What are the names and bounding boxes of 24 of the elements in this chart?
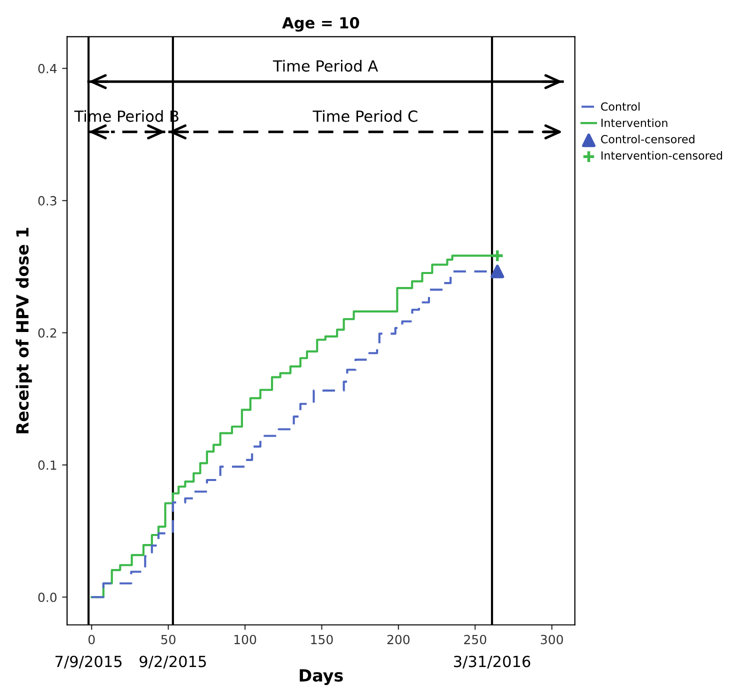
x-tick-label: 250 <box>464 634 486 644</box>
y-tick-label: 0.0 <box>38 592 57 602</box>
legend-label: Control-censored <box>601 134 694 144</box>
y-tick-label: 0.4 <box>38 64 57 74</box>
legend-label: Control <box>601 102 640 111</box>
text: 7/9/2015 <box>55 656 122 668</box>
x-tick-label: 0 <box>88 634 95 644</box>
y-axis-title: Receipt of HPV dose 1 <box>16 228 32 434</box>
x-tick-label: 150 <box>311 634 333 644</box>
legend-label: Intervention <box>602 118 668 128</box>
y-tick-label: 0.2 <box>38 328 56 338</box>
annotation: Time Period C <box>312 110 418 122</box>
x-tick-label: 100 <box>234 634 256 644</box>
text: 3/31/2016 <box>454 656 530 668</box>
y-tick-label: 0.1 <box>38 460 56 470</box>
x-tick-label: 50 <box>161 634 176 644</box>
annotation: Time Period A <box>272 60 378 72</box>
x-axis-title: Days <box>300 669 343 686</box>
x-tick-label: 300 <box>540 634 563 644</box>
x-tick-label: 200 <box>387 634 410 644</box>
legend-label: Intervention-censored <box>602 151 722 160</box>
chart-title: Age = 10 <box>282 17 360 32</box>
text: 9/2/2015 <box>140 656 206 668</box>
y-tick-label: 0.3 <box>38 196 56 206</box>
